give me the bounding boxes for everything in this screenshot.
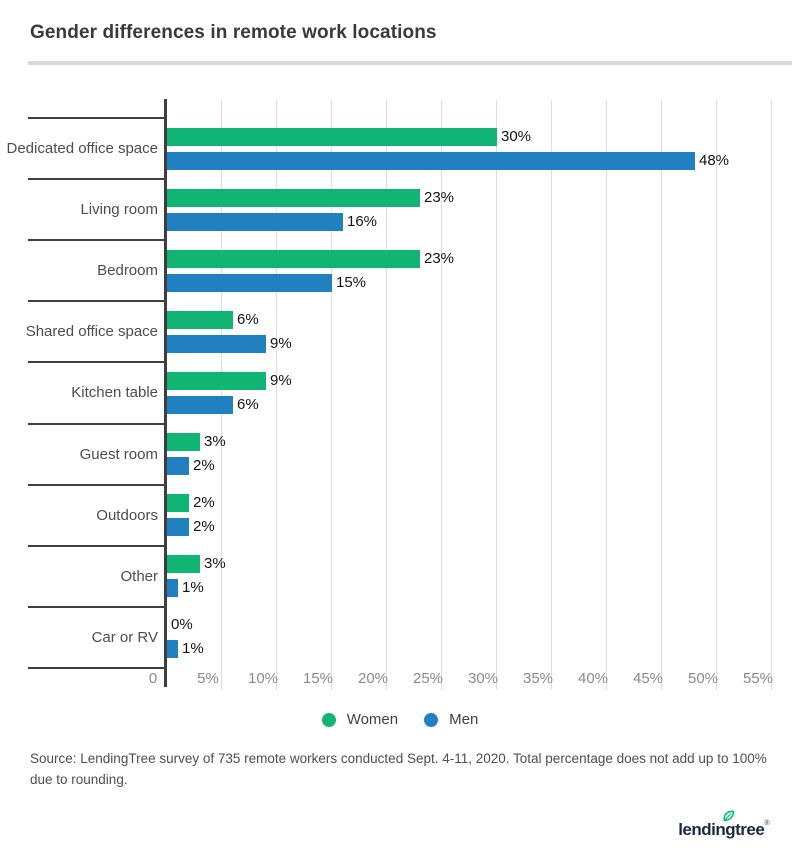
bar-value-label: 1% bbox=[182, 640, 204, 658]
bar-women bbox=[167, 249, 420, 268]
legend-item-men: Men bbox=[424, 711, 478, 728]
gridline-30% bbox=[496, 100, 497, 690]
band-separator bbox=[28, 361, 164, 364]
bar-value-label: 2% bbox=[193, 494, 215, 512]
band-separator bbox=[28, 239, 164, 242]
bar-value-label: 23% bbox=[424, 188, 455, 206]
x-tick-label: 55% bbox=[742, 670, 774, 687]
logo-text: lendingtree bbox=[678, 820, 765, 839]
gridline-40% bbox=[606, 100, 607, 690]
band-separator bbox=[28, 544, 164, 547]
category-label: Outdoors bbox=[96, 506, 158, 524]
gridline-55% bbox=[771, 100, 772, 690]
bar-value-label: 1% bbox=[182, 579, 204, 597]
x-tick-label: 0 bbox=[148, 670, 158, 687]
logo-trademark: ® bbox=[764, 820, 769, 827]
gridline-20% bbox=[386, 100, 387, 690]
band-separator bbox=[28, 117, 164, 119]
page-title: Gender differences in remote work locati… bbox=[30, 22, 437, 43]
logo-wordmark: lendingtree® bbox=[678, 810, 769, 839]
x-tick-label: 40% bbox=[577, 670, 609, 687]
category-label: Car or RV bbox=[91, 628, 158, 646]
category-label: Dedicated office space bbox=[6, 140, 159, 158]
bar-value-label: 6% bbox=[237, 395, 259, 413]
band-separator bbox=[28, 300, 164, 303]
bar-women bbox=[167, 127, 497, 146]
x-tick-label: 10% bbox=[247, 670, 279, 687]
women-color-dot-icon bbox=[321, 712, 336, 727]
bar-value-label: 23% bbox=[424, 249, 455, 267]
bar-men bbox=[167, 579, 178, 598]
band-separator bbox=[28, 605, 164, 608]
category-label: Other bbox=[120, 567, 158, 585]
x-tick-label: 5% bbox=[197, 670, 219, 687]
category-label: Kitchen table bbox=[71, 384, 158, 402]
bar-men bbox=[167, 395, 233, 414]
gridline-50% bbox=[716, 100, 717, 690]
bar-value-label: 9% bbox=[270, 334, 292, 352]
bar-men bbox=[167, 273, 332, 292]
bar-men bbox=[167, 212, 343, 231]
bar-women bbox=[167, 433, 200, 452]
bar-men bbox=[167, 151, 695, 170]
bar-value-label: 0% bbox=[171, 616, 193, 634]
men-color-dot-icon bbox=[424, 712, 439, 727]
y-axis-line bbox=[164, 99, 167, 687]
band-separator bbox=[28, 667, 164, 669]
x-tick-label: 30% bbox=[467, 670, 499, 687]
bar-women bbox=[167, 494, 189, 513]
x-tick-label: 45% bbox=[632, 670, 664, 687]
bar-men bbox=[167, 640, 178, 659]
bar-value-label: 9% bbox=[270, 371, 292, 389]
x-tick-label: 20% bbox=[357, 670, 389, 687]
leaf-icon bbox=[723, 810, 735, 822]
category-label: Bedroom bbox=[97, 262, 158, 280]
legend-label-women: Women bbox=[346, 711, 399, 728]
bar-value-label: 48% bbox=[699, 151, 730, 169]
bar-value-label: 3% bbox=[204, 433, 226, 451]
gridline-45% bbox=[661, 100, 662, 690]
bar-women bbox=[167, 555, 200, 574]
chart-legend: Women Men bbox=[0, 711, 800, 728]
category-label: Shared office space bbox=[25, 323, 158, 341]
bar-women bbox=[167, 188, 420, 207]
source-note: Source: LendingTree survey of 735 remote… bbox=[30, 751, 767, 787]
bar-value-label: 6% bbox=[237, 310, 259, 328]
bar-men bbox=[167, 457, 189, 476]
title-divider bbox=[28, 61, 792, 65]
legend-label-men: Men bbox=[449, 711, 479, 728]
bar-value-label: 15% bbox=[336, 273, 367, 291]
x-tick-label: 25% bbox=[412, 670, 444, 687]
bar-value-label: 2% bbox=[193, 518, 215, 536]
category-label: Living room bbox=[80, 201, 158, 219]
band-separator bbox=[28, 422, 164, 425]
bar-value-label: 16% bbox=[347, 212, 378, 230]
gridline-15% bbox=[331, 100, 332, 690]
bar-value-label: 2% bbox=[193, 457, 215, 475]
bar-value-label: 3% bbox=[204, 555, 226, 573]
gridline-35% bbox=[551, 100, 552, 690]
category-label: Guest room bbox=[79, 445, 158, 463]
lendingtree-logo: lendingtree® bbox=[678, 810, 769, 840]
band-separator bbox=[28, 178, 164, 181]
bar-value-label: 30% bbox=[501, 127, 532, 145]
x-tick-label: 50% bbox=[687, 670, 719, 687]
bar-men bbox=[167, 334, 266, 353]
gridline-10% bbox=[276, 100, 277, 690]
gridline-25% bbox=[441, 100, 442, 690]
x-tick-label: 35% bbox=[522, 670, 554, 687]
bar-men bbox=[167, 518, 189, 537]
gridline-5% bbox=[221, 100, 222, 690]
band-separator bbox=[28, 483, 164, 486]
legend-item-women: Women bbox=[321, 711, 399, 728]
bar-women bbox=[167, 310, 233, 329]
bar-women bbox=[167, 371, 266, 390]
x-tick-label: 15% bbox=[302, 670, 334, 687]
